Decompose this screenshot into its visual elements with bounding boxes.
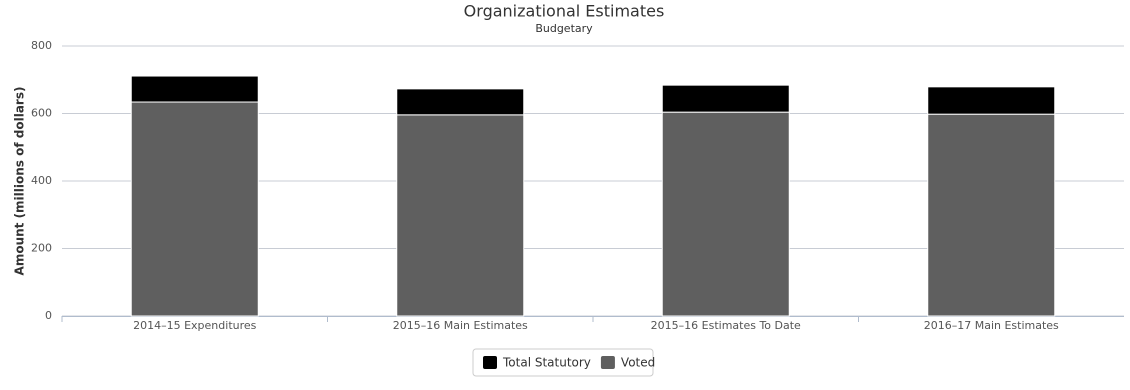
x-tick-label: 2015–16 Estimates To Date <box>651 319 801 332</box>
legend-box <box>472 348 654 377</box>
bar-segment <box>661 84 790 113</box>
x-tick-label: 2014–15 Expenditures <box>133 319 257 332</box>
bar-segment <box>661 111 790 317</box>
y-tick-label: 600 <box>31 107 52 120</box>
x-tick-label: 2015–16 Main Estimates <box>393 319 528 332</box>
legend-swatch[interactable] <box>600 356 615 369</box>
bar-segment <box>130 101 259 317</box>
bar-segment <box>396 114 525 317</box>
bar-segment <box>927 86 1056 115</box>
bar-segment <box>396 88 525 116</box>
y-tick-label: 400 <box>31 174 52 187</box>
chart-title: Organizational Estimates <box>464 2 665 21</box>
y-axis-label: Amount (millions of dollars) <box>13 87 27 276</box>
y-tick-label: 0 <box>45 309 52 322</box>
bar-segment <box>130 75 259 103</box>
legend-swatch[interactable] <box>483 356 497 369</box>
legend-label[interactable]: Total Statutory <box>502 356 591 370</box>
y-tick-label: 800 <box>31 39 52 52</box>
x-tick-label: 2016–17 Main Estimates <box>924 319 1059 332</box>
legend-label[interactable]: Voted <box>621 356 655 370</box>
chart-subtitle: Budgetary <box>535 22 593 35</box>
bar-segment <box>927 113 1056 317</box>
y-tick-label: 200 <box>31 242 52 255</box>
